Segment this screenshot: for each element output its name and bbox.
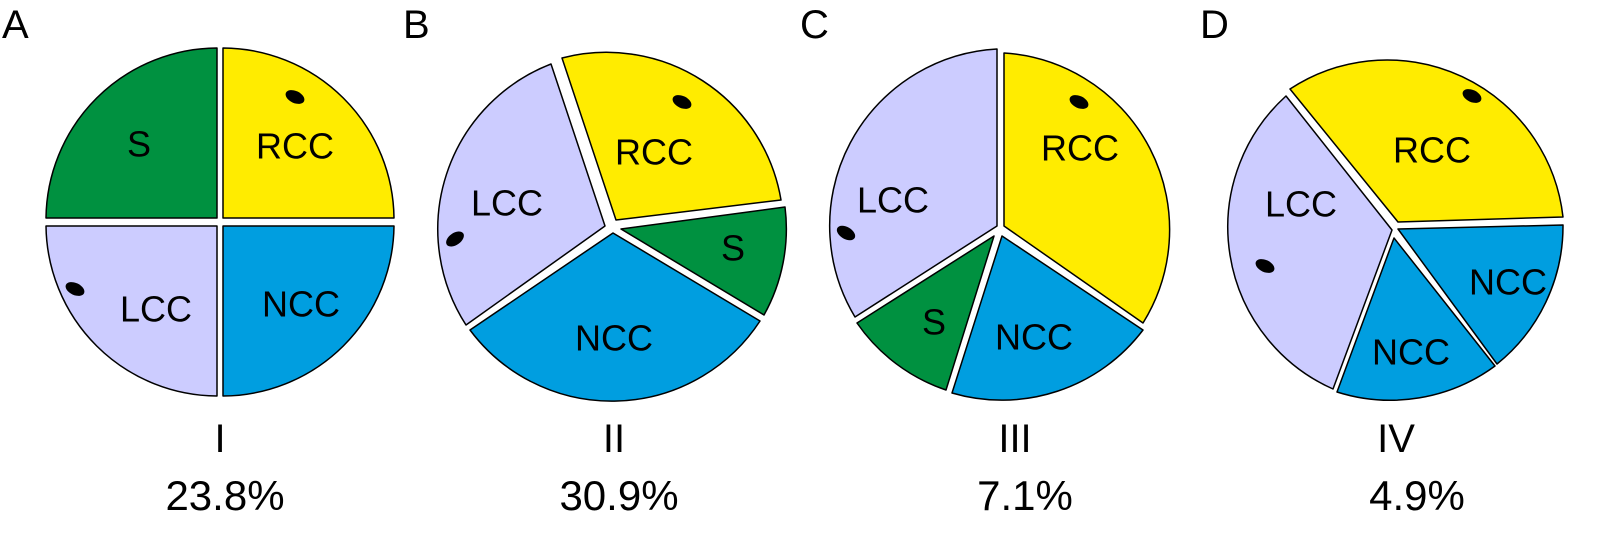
panel-letter-d: D [1200, 3, 1229, 47]
coronary-ostium-dot [1255, 259, 1275, 273]
segment-label-rcc: RCC [615, 132, 693, 173]
segment-label-ncc: NCC [995, 317, 1073, 358]
segment-s [45, 47, 218, 219]
segment-label-s: S [922, 302, 946, 343]
coronary-ostium-dot [285, 90, 305, 104]
coronary-ostium-dot [836, 225, 856, 241]
segment-label-ncc: NCC [575, 318, 653, 359]
panel-a: A S RCC LCC NCC I 23.8% [2, 3, 395, 519]
segment-ncc [222, 225, 395, 397]
panel-d: D RCC LCC NCC NCC IV 4.9% [1200, 3, 1564, 519]
segment-ncc [951, 235, 1144, 401]
coronary-ostium-dot [1462, 89, 1482, 103]
type-label-ii: II [603, 417, 625, 461]
segment-lcc [437, 63, 606, 326]
segment-lcc [828, 48, 998, 318]
segment-lcc [45, 225, 218, 397]
segment-label-s: S [127, 124, 151, 165]
coronary-ostium-dot [672, 95, 692, 109]
type-label-i: I [214, 417, 225, 461]
segment-rcc [561, 51, 782, 221]
coronary-ostium-dot [1069, 95, 1089, 109]
panel-letter-a: A [2, 3, 29, 47]
segment-ncc [1397, 224, 1564, 365]
segment-label-ncc: NCC [262, 284, 340, 325]
panel-letter-c: C [800, 3, 829, 47]
coronary-ostium-dot [446, 231, 464, 247]
segment-lcc [1227, 95, 1393, 390]
segment-label-lcc: LCC [120, 289, 192, 330]
panel-b: B LCC RCC S NCC II 30.9% [403, 3, 788, 519]
panel-c: C LCC RCC S NCC III 7.1% [800, 3, 1171, 519]
segment-ncc [469, 232, 761, 402]
segment-label-lcc: LCC [471, 183, 543, 224]
segment-rcc [222, 47, 395, 219]
type-label-iii: III [998, 417, 1031, 461]
panel-letter-b: B [403, 3, 430, 47]
coronary-ostium-dot [65, 282, 85, 296]
segment-label-ncc: NCC [1469, 262, 1547, 303]
segment-s [856, 235, 995, 391]
segment-rcc [1003, 52, 1171, 324]
segment-ncc [1336, 237, 1496, 401]
segment-label-lcc: LCC [1265, 184, 1337, 225]
segment-rcc [1289, 59, 1564, 223]
segment-label-rcc: RCC [1041, 128, 1119, 169]
segment-label-s: S [721, 228, 745, 269]
type-label-iv: IV [1377, 417, 1415, 461]
segment-label-ncc: NCC [1372, 332, 1450, 373]
percentage-d: 4.9% [1369, 472, 1465, 519]
segment-label-lcc: LCC [857, 180, 929, 221]
segment-label-rcc: RCC [1393, 130, 1471, 171]
segment-label-rcc: RCC [256, 126, 334, 167]
percentage-b: 30.9% [559, 472, 678, 519]
percentage-a: 23.8% [165, 472, 284, 519]
percentage-c: 7.1% [977, 472, 1073, 519]
segment-s [620, 206, 788, 316]
